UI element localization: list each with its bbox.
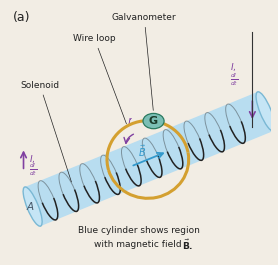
Text: with magnetic field: with magnetic field [94, 240, 184, 249]
Ellipse shape [256, 92, 275, 131]
Text: $I,$: $I,$ [29, 153, 35, 165]
Text: $\frac{dI}{dt}$: $\frac{dI}{dt}$ [29, 162, 37, 178]
Text: $\frac{dI}{dt}$: $\frac{dI}{dt}$ [230, 72, 238, 88]
Text: $\vec{B}$: $\vec{B}$ [138, 144, 146, 159]
Text: $I,$: $I,$ [230, 61, 237, 73]
Text: A: A [26, 202, 34, 211]
Ellipse shape [23, 187, 42, 226]
Text: Wire loop: Wire loop [73, 34, 126, 124]
Text: Blue cylinder shows region: Blue cylinder shows region [78, 226, 200, 235]
Text: G: G [149, 116, 158, 126]
Text: Galvanometer: Galvanometer [112, 13, 177, 111]
Text: $\vec{\mathbf{B}}$.: $\vec{\mathbf{B}}$. [182, 237, 194, 251]
Text: I′: I′ [128, 118, 133, 128]
Ellipse shape [143, 113, 164, 129]
Polygon shape [25, 92, 274, 226]
Text: (a): (a) [13, 11, 30, 24]
Text: Solenoid: Solenoid [20, 81, 71, 182]
